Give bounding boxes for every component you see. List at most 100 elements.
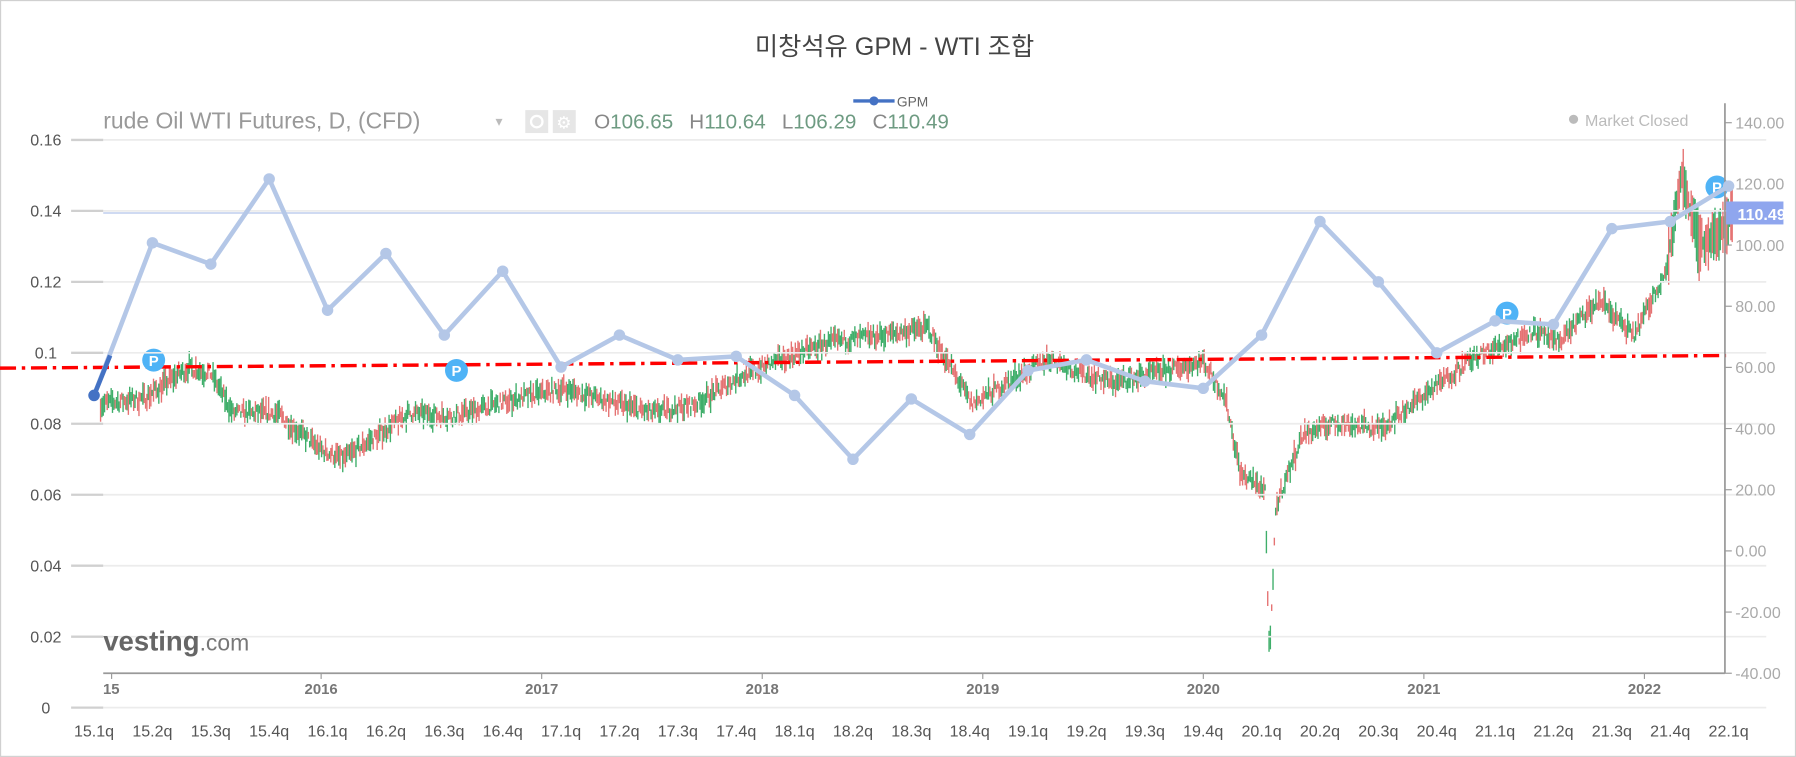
gpm-point [1489,315,1501,327]
right-tick-label: 80.00 [1735,298,1775,316]
x-tick-label: 22.1q [1709,722,1749,740]
right-tick-label: 60.00 [1735,359,1775,377]
y-tick-label: 0.14 [30,203,61,221]
x-tick-label: 17.2q [599,722,639,740]
x-tick-label: 15.3q [191,722,231,740]
x-tick-label: 16.2q [366,722,406,740]
watermark-logo: vesting.com [103,625,249,656]
x-tick-label: 15.1q [74,722,114,740]
y-tick-label: 0.16 [30,132,61,150]
gpm-point [730,350,742,363]
wti-header: rude Oil WTI Futures, D, (CFD) ▾ ⚙ O106.… [103,107,1688,656]
eye-icon [525,110,549,134]
svg-text:⚙: ⚙ [556,112,571,132]
gpm-point [1139,375,1151,387]
year-tick-label: 2019 [966,682,999,698]
gpm-point [1372,276,1385,288]
x-tick-label: 20.3q [1358,722,1398,740]
y-tick-label: 0.04 [30,557,61,575]
gpm-point [263,173,275,185]
trendline [0,353,1727,370]
gpm-point [1430,347,1443,359]
x-tick-label: 16.1q [307,722,347,740]
p-marker-icon [444,358,468,382]
gpm-point [672,354,684,366]
gpm-point [788,389,801,402]
gpm-point [1547,318,1560,331]
y-tick-label: 0.1 [35,345,57,363]
x-tick-label: 20.1q [1242,722,1282,740]
legend-marker [869,96,879,106]
gpm-point [1314,215,1326,228]
gpm-point-highlight [88,389,100,402]
year-tick-label: 2018 [746,682,779,698]
gpm-point [1664,215,1676,228]
status-dot-icon [1568,114,1579,124]
p-marker-letter: P [1502,307,1512,323]
gpm-line-highlight [91,354,113,397]
gpm-point [146,237,159,249]
gear-icon [552,110,576,134]
gpm-point [380,247,392,260]
p-marker-icon [142,348,166,372]
p-marker-icon [1705,175,1729,199]
x-tick-label: 20.4q [1417,722,1457,740]
year-tick-label: 2017 [525,682,558,698]
x-tick-label: 19.1q [1008,722,1048,740]
last-price-badge [1726,201,1784,225]
p-marker-icon [1495,301,1519,325]
gpm-point [905,393,918,405]
legend[interactable]: GPM [853,95,928,110]
year-tick-label: 2020 [1187,682,1220,698]
x-tick-label: 18.4q [950,722,990,740]
x-tick-label: 19.2q [1066,722,1106,740]
gpm-point [847,453,859,465]
x-tick-label: 17.1q [541,722,581,740]
x-tick-label: 18.1q [774,722,814,740]
x-tick-label: 16.3q [424,722,464,740]
right-tick-label: -40.00 [1735,665,1781,683]
last-price-label: 110.49 [1738,206,1786,224]
y-tick-label: 0.06 [30,486,61,504]
right-tick-label: 120.00 [1735,176,1784,194]
wti-background-chart: P P P P [0,148,1733,652]
wti-title: rude Oil WTI Futures, D, (CFD) [103,107,420,133]
x-tick-label: 20.2q [1300,722,1340,740]
p-marker-letter: P [149,354,159,370]
gpm-point [613,329,626,341]
x-tick-label: 19.4q [1183,722,1223,740]
gpm-point [321,304,334,316]
x-tick-label: 18.3q [891,722,931,740]
gpm-point [1022,364,1034,377]
x-tick-label: 17.3q [658,722,698,740]
gpm-point [1255,329,1268,341]
x-tick-label: 21.3q [1592,722,1632,740]
year-tick-label: 2016 [305,682,338,698]
y-tick-label: 0.12 [30,274,61,292]
y-tick-label: 0.02 [30,628,61,646]
gpm-point [1080,354,1093,366]
x-tick-label: 18.2q [833,722,873,740]
x-tick-label: 21.1q [1475,722,1515,740]
right-tick-label: -20.00 [1735,604,1781,622]
x-tick-label: 16.4q [483,722,523,740]
year-tick-label: 2022 [1628,682,1661,698]
y-tick-label: 0 [41,699,50,717]
gpm-point [1722,180,1735,192]
right-tick-label: 0.00 [1735,543,1766,561]
right-tick-label: 40.00 [1735,420,1775,438]
p-marker-letter: P [451,364,461,380]
x-tick-label: 15.4q [249,722,289,740]
gpm-point [1197,382,1209,395]
x-tick-label: 21.2q [1533,722,1573,740]
chart-title: 미창석유 GPM - WTI 조합 [755,33,1034,61]
right-tick-label: 140.00 [1735,114,1784,132]
right-tick-label: 100.00 [1735,237,1784,255]
p-marker-letter: P [1712,181,1722,197]
year-tick-label: 15 [103,682,120,698]
gpm-point [496,265,509,277]
y-tick-label: 0.08 [30,416,61,434]
